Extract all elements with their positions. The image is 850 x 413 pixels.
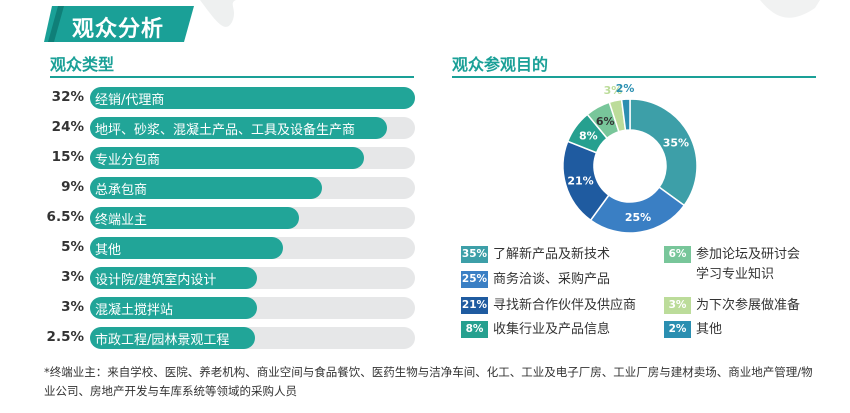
donut-slice-label: 35% <box>663 137 689 150</box>
bar: 地坪、砂浆、混凝土产品、工具及设备生产商 <box>90 117 387 139</box>
bar-track: 终端业主 <box>90 207 415 229</box>
legend-label: 寻找新合作伙伴及供应商 <box>493 298 637 313</box>
bar-row: 9% 总承包商 <box>0 177 420 199</box>
title-banner-shape <box>44 6 194 42</box>
donut-slice-label: 25% <box>625 211 651 224</box>
bar-row: 3% 设计院/建筑室内设计 <box>0 267 420 289</box>
visit-purpose-underline <box>452 76 816 78</box>
visit-purpose-donut-chart: 35% 25% 21% 8% 6% 3%2% <box>562 82 698 234</box>
donut-slice <box>620 98 631 132</box>
audience-type-title: 观众类型 <box>50 55 115 74</box>
bar-row: 32% 经销/代理商 <box>0 87 420 109</box>
bar-category-label: 混凝土搅拌站 <box>95 303 174 318</box>
bar-category-label: 市政工程/园林景观工程 <box>95 333 230 348</box>
legend-swatch: 2% <box>664 321 691 338</box>
legend-swatch: 3% <box>664 297 691 314</box>
visit-purpose-title: 观众参观目的 <box>452 55 549 74</box>
legend-item: 8% 收集行业及产品信息 <box>461 320 651 340</box>
legend-swatch: 35% <box>461 246 488 263</box>
bar-track: 经销/代理商 <box>90 87 415 109</box>
bar: 混凝土搅拌站 <box>90 297 257 319</box>
legend-item: 2% 其他 <box>664 320 850 340</box>
bar-category-label: 经销/代理商 <box>95 93 165 108</box>
bar: 市政工程/园林景观工程 <box>90 327 255 349</box>
bar-value-label: 9% <box>61 179 84 195</box>
legend-item: 6% 参加论坛及研讨会 学习专业知识 <box>664 245 850 282</box>
audience-type-underline <box>50 76 414 78</box>
footnote: *终端业主：来自学校、医院、养老机构、商业空间与食品餐饮、医药生物与洁净车间、化… <box>44 365 813 398</box>
bar-value-label: 3% <box>61 299 84 315</box>
bar: 专业分包商 <box>90 147 364 169</box>
bar-row: 6.5% 终端业主 <box>0 207 420 229</box>
legend-label: 为下次参展做准备 <box>696 298 801 313</box>
bar-row: 15% 专业分包商 <box>0 147 420 169</box>
donut-slice-label: 21% <box>567 174 593 187</box>
bar-row: 24% 地坪、砂浆、混凝土产品、工具及设备生产商 <box>0 117 420 139</box>
bar-value-label: 15% <box>51 149 84 165</box>
bar-value-label: 32% <box>51 89 84 105</box>
legend-label: 学习专业知识 <box>696 267 775 282</box>
bar: 经销/代理商 <box>90 87 415 109</box>
donut-slice <box>629 98 698 207</box>
donut-slice-label: 2% <box>616 82 635 95</box>
bar-row: 5% 其他 <box>0 237 420 259</box>
bar-value-label: 3% <box>61 269 84 285</box>
bar-category-label: 总承包商 <box>95 183 148 198</box>
legend-label: 收集行业及产品信息 <box>493 322 611 337</box>
legend-item: 21% 寻找新合作伙伴及供应商 <box>461 296 651 316</box>
page-title: 观众分析 <box>72 17 165 42</box>
bar-track: 设计院/建筑室内设计 <box>90 267 415 289</box>
donut-slice-label: 8% <box>579 130 598 143</box>
legend-item: 25% 商务洽谈、采购产品 <box>461 270 651 290</box>
legend-swatch: 25% <box>461 271 488 288</box>
bar-track: 其他 <box>90 237 415 259</box>
main-title-banner: 观众分析 <box>44 4 194 44</box>
bar-row: 2.5% 市政工程/园林景观工程 <box>0 327 420 349</box>
bar-track: 市政工程/园林景观工程 <box>90 327 415 349</box>
bar-track: 地坪、砂浆、混凝土产品、工具及设备生产商 <box>90 117 415 139</box>
bar-category-label: 终端业主 <box>95 213 148 228</box>
bar-track: 总承包商 <box>90 177 415 199</box>
bar-row: 3% 混凝土搅拌站 <box>0 297 420 319</box>
donut-slice-label: 3% <box>604 84 623 97</box>
legend-label: 其他 <box>696 322 723 337</box>
bar-value-label: 2.5% <box>46 329 84 345</box>
bar: 设计院/建筑室内设计 <box>90 267 257 289</box>
bar-value-label: 5% <box>61 239 84 255</box>
bar-value-label: 24% <box>51 119 84 135</box>
legend-label: 了解新产品及新技术 <box>493 247 611 262</box>
bar-category-label: 专业分包商 <box>95 153 161 168</box>
donut-slice-label: 6% <box>596 115 615 128</box>
legend-swatch: 6% <box>664 246 691 263</box>
legend-label: 商务洽谈、采购产品 <box>493 272 611 287</box>
bar-value-label: 6.5% <box>46 209 84 225</box>
bar-category-label: 其他 <box>95 243 122 258</box>
legend-item: 35% 了解新产品及新技术 <box>461 245 651 265</box>
legend-label: 参加论坛及研讨会 <box>696 247 801 262</box>
bar: 终端业主 <box>90 207 299 229</box>
bar-track: 专业分包商 <box>90 147 415 169</box>
legend-swatch: 21% <box>461 297 488 314</box>
bar-category-label: 地坪、砂浆、混凝土产品、工具及设备生产商 <box>95 123 356 138</box>
bar: 总承包商 <box>90 177 322 199</box>
legend-item: 3% 为下次参展做准备 <box>664 296 850 316</box>
legend-swatch: 8% <box>461 321 488 338</box>
bar: 其他 <box>90 237 283 259</box>
bar-track: 混凝土搅拌站 <box>90 297 415 319</box>
background-swoosh-decoration <box>200 0 820 27</box>
bar-category-label: 设计院/建筑室内设计 <box>95 273 217 288</box>
